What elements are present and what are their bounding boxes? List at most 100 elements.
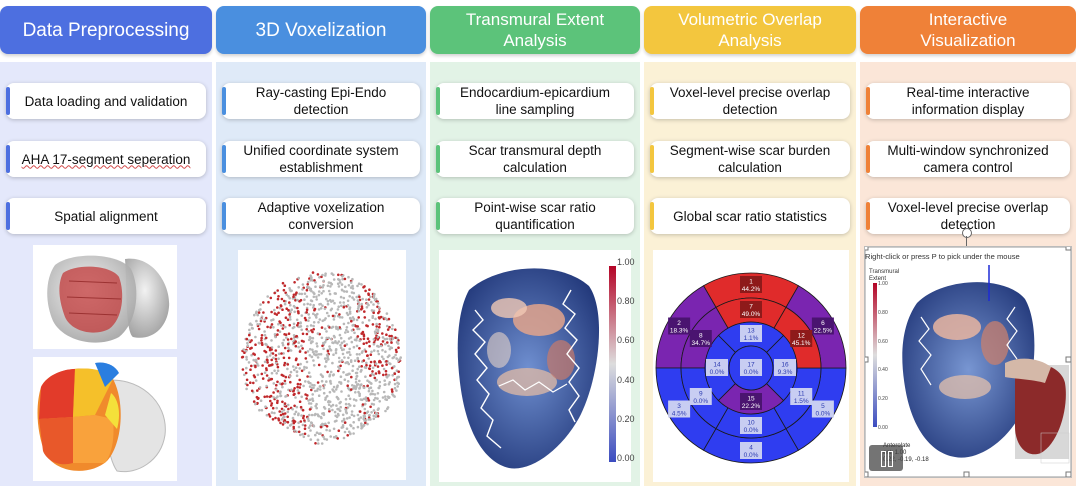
voxel-point — [276, 289, 279, 292]
voxel-point — [292, 334, 296, 337]
voxel-point — [338, 401, 341, 405]
voxel-point — [352, 432, 355, 435]
voxel-point — [365, 306, 369, 309]
voxel-point — [305, 311, 308, 314]
voxel-point — [307, 319, 310, 322]
voxel-point — [393, 372, 397, 375]
voxel-point — [293, 392, 296, 396]
transmural-map-image: 1.00 0.80 0.60 0.40 0.20 0.00 — [439, 250, 635, 482]
voxel-point — [349, 432, 352, 436]
voxel-point — [280, 297, 284, 301]
voxel-point — [250, 323, 253, 327]
voxel-point — [345, 411, 348, 415]
voxel-point — [391, 324, 394, 327]
voxel-point — [337, 369, 340, 373]
voxel-point — [395, 389, 398, 392]
voxel-point — [277, 311, 280, 315]
voxel-point — [355, 295, 358, 299]
voxel-point — [296, 385, 299, 389]
voxel-point — [241, 355, 245, 359]
voxel-point — [320, 326, 324, 329]
step-label: Multi-window synchronized camera control — [887, 143, 1049, 175]
voxel-point — [302, 384, 305, 388]
voxel-point — [341, 275, 344, 278]
voxel-point — [317, 308, 321, 311]
voxel-point — [250, 346, 253, 350]
voxel-point — [396, 375, 400, 379]
voxel-point — [244, 371, 248, 375]
voxel-point — [286, 342, 290, 346]
voxel-point — [243, 373, 246, 377]
voxel-point — [348, 295, 351, 298]
voxel-point — [324, 272, 327, 275]
voxel-point — [270, 319, 273, 322]
voxel-point — [301, 408, 305, 412]
voxel-point — [365, 361, 368, 365]
segment-id: 5 — [821, 403, 825, 410]
voxel-point — [311, 393, 314, 396]
voxel-point — [292, 295, 295, 299]
voxel-point — [306, 394, 309, 397]
step-label: Unified coordinate system establishment — [243, 143, 399, 175]
step-label: Segment-wise scar burden calculation — [669, 143, 831, 175]
voxel-point — [290, 388, 293, 392]
voxel-point — [298, 400, 302, 403]
voxel-point — [342, 371, 345, 374]
voxel-point — [343, 421, 347, 424]
voxel-point — [286, 318, 290, 321]
voxel-point — [337, 365, 340, 369]
pause-button[interactable] — [869, 445, 903, 471]
voxel-point — [315, 406, 318, 410]
voxel-point — [274, 361, 278, 365]
voxel-point — [363, 402, 367, 406]
voxel-point — [317, 321, 320, 324]
voxel-point — [297, 391, 300, 395]
voxel-point — [369, 300, 373, 304]
segment-value: 22.5% — [814, 328, 833, 335]
voxel-point — [258, 408, 261, 412]
voxel-point — [330, 300, 333, 303]
voxel-point — [261, 343, 264, 346]
interactive-viewer-panel[interactable]: Right-click or press P to pick under the… — [864, 246, 1072, 478]
voxel-point — [293, 412, 296, 416]
voxel-point — [363, 414, 367, 418]
voxel-point — [339, 364, 342, 368]
voxel-point — [369, 405, 372, 409]
voxel-point — [277, 418, 281, 422]
voxel-point — [375, 378, 378, 382]
voxel-point — [386, 406, 390, 409]
voxel-point — [382, 367, 386, 371]
voxel-point — [293, 281, 296, 284]
voxel-point — [245, 378, 249, 382]
voxel-point — [305, 288, 309, 292]
voxel-point — [273, 369, 276, 372]
voxel-point — [323, 437, 326, 441]
voxel-point — [300, 328, 303, 332]
segment-label-3: 34.5% — [668, 400, 691, 418]
voxel-point — [337, 305, 340, 308]
rotate-handle[interactable] — [962, 228, 972, 238]
voxel-point — [330, 272, 334, 275]
viewer-info-line: 0.22, -0.19, -0.18 — [883, 457, 929, 463]
voxel-point — [277, 345, 280, 348]
voxel-point — [274, 354, 278, 357]
segment-id: 6 — [821, 320, 825, 327]
voxel-point — [352, 421, 355, 424]
voxel-point — [393, 382, 397, 386]
voxel-point — [308, 413, 311, 417]
voxel-point — [250, 364, 253, 368]
segment-value: 34.7% — [692, 340, 711, 347]
voxel-point — [283, 302, 287, 306]
voxel-point — [309, 324, 313, 327]
voxel-point — [303, 432, 307, 436]
voxel-point — [328, 292, 332, 296]
voxel-point — [326, 284, 330, 288]
voxel-point — [344, 398, 348, 401]
voxel-point — [328, 400, 332, 404]
voxel-point — [303, 424, 307, 427]
voxel-point — [323, 357, 327, 360]
voxel-point — [311, 271, 315, 274]
voxel-point — [391, 390, 394, 393]
voxel-point — [377, 370, 381, 373]
voxel-point — [368, 367, 372, 371]
